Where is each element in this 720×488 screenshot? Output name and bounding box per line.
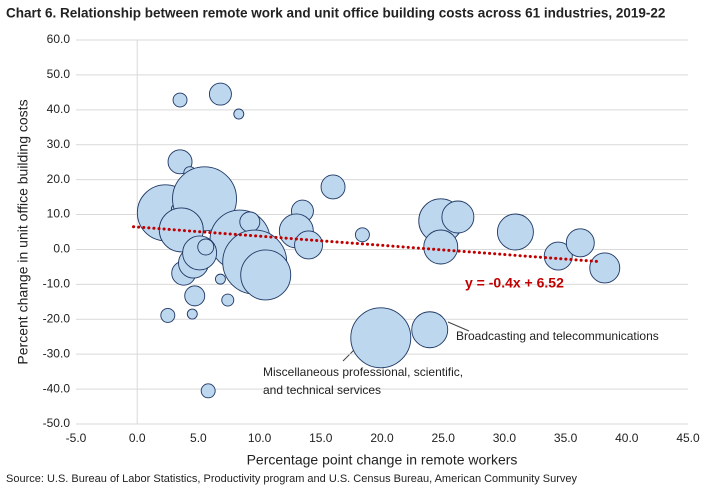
y-tick-label: -10.0 bbox=[43, 277, 71, 291]
bubble bbox=[233, 108, 245, 120]
trendline-label: y = -0.4x + 6.52 bbox=[465, 275, 564, 291]
x-tick-label: 5.0 bbox=[190, 431, 207, 445]
y-tick-label: -40.0 bbox=[43, 381, 71, 395]
bubble bbox=[197, 238, 215, 256]
bubble bbox=[200, 383, 216, 399]
y-tick-label: -50.0 bbox=[43, 416, 71, 430]
y-tick-label: -20.0 bbox=[43, 311, 71, 325]
annotation-pointer bbox=[447, 321, 470, 332]
bubble bbox=[160, 307, 176, 323]
bubble bbox=[240, 249, 292, 301]
y-tick-label: 20.0 bbox=[47, 172, 71, 186]
x-tick-label: 25.0 bbox=[432, 431, 456, 445]
y-tick-label: 40.0 bbox=[47, 102, 71, 116]
bubble bbox=[172, 92, 188, 108]
bubble bbox=[239, 211, 261, 233]
source-note: Source: U.S. Bureau of Labor Statistics,… bbox=[6, 473, 578, 485]
trendline bbox=[132, 225, 602, 264]
bubble bbox=[350, 307, 412, 369]
bubble bbox=[320, 174, 346, 200]
x-tick-label: 35.0 bbox=[554, 431, 578, 445]
bubble bbox=[186, 308, 198, 320]
bubble bbox=[496, 213, 534, 251]
x-tick-label: -5.0 bbox=[66, 431, 87, 445]
x-tick-label: 45.0 bbox=[676, 431, 700, 445]
chart-title: Chart 6. Relationship between remote wor… bbox=[6, 6, 665, 21]
y-tick-label: 0.0 bbox=[53, 242, 70, 256]
x-tick-label: 15.0 bbox=[309, 431, 333, 445]
bubble bbox=[208, 82, 232, 106]
bubble bbox=[294, 230, 324, 260]
y-axis-label: Percent change in unit office building c… bbox=[15, 99, 31, 364]
bubble bbox=[565, 228, 595, 258]
bubble bbox=[354, 227, 370, 243]
bubble bbox=[184, 285, 206, 307]
x-tick-label: 30.0 bbox=[493, 431, 517, 445]
annotation: Miscellaneous professional, scientific, bbox=[263, 365, 463, 379]
y-tick-label: 30.0 bbox=[47, 137, 71, 151]
x-axis-label: Percentage point change in remote worker… bbox=[247, 452, 518, 468]
x-tick-label: 20.0 bbox=[370, 431, 394, 445]
annotation: and technical services bbox=[263, 383, 381, 397]
bubble bbox=[214, 273, 226, 285]
x-tick-label: 40.0 bbox=[615, 431, 639, 445]
x-tick-label: 0.0 bbox=[129, 431, 146, 445]
bubble bbox=[543, 241, 573, 271]
bubble bbox=[589, 252, 621, 284]
y-tick-label: 50.0 bbox=[47, 67, 71, 81]
x-tick-label: 10.0 bbox=[248, 431, 272, 445]
bubble bbox=[441, 200, 475, 234]
y-tick-label: 10.0 bbox=[47, 207, 71, 221]
bubble bbox=[411, 311, 449, 349]
annotation: Broadcasting and telecommunications bbox=[456, 329, 659, 343]
y-tick-label: 60.0 bbox=[47, 32, 71, 46]
bubble bbox=[423, 229, 459, 265]
y-tick-label: -30.0 bbox=[43, 346, 71, 360]
bubble bbox=[221, 293, 235, 307]
